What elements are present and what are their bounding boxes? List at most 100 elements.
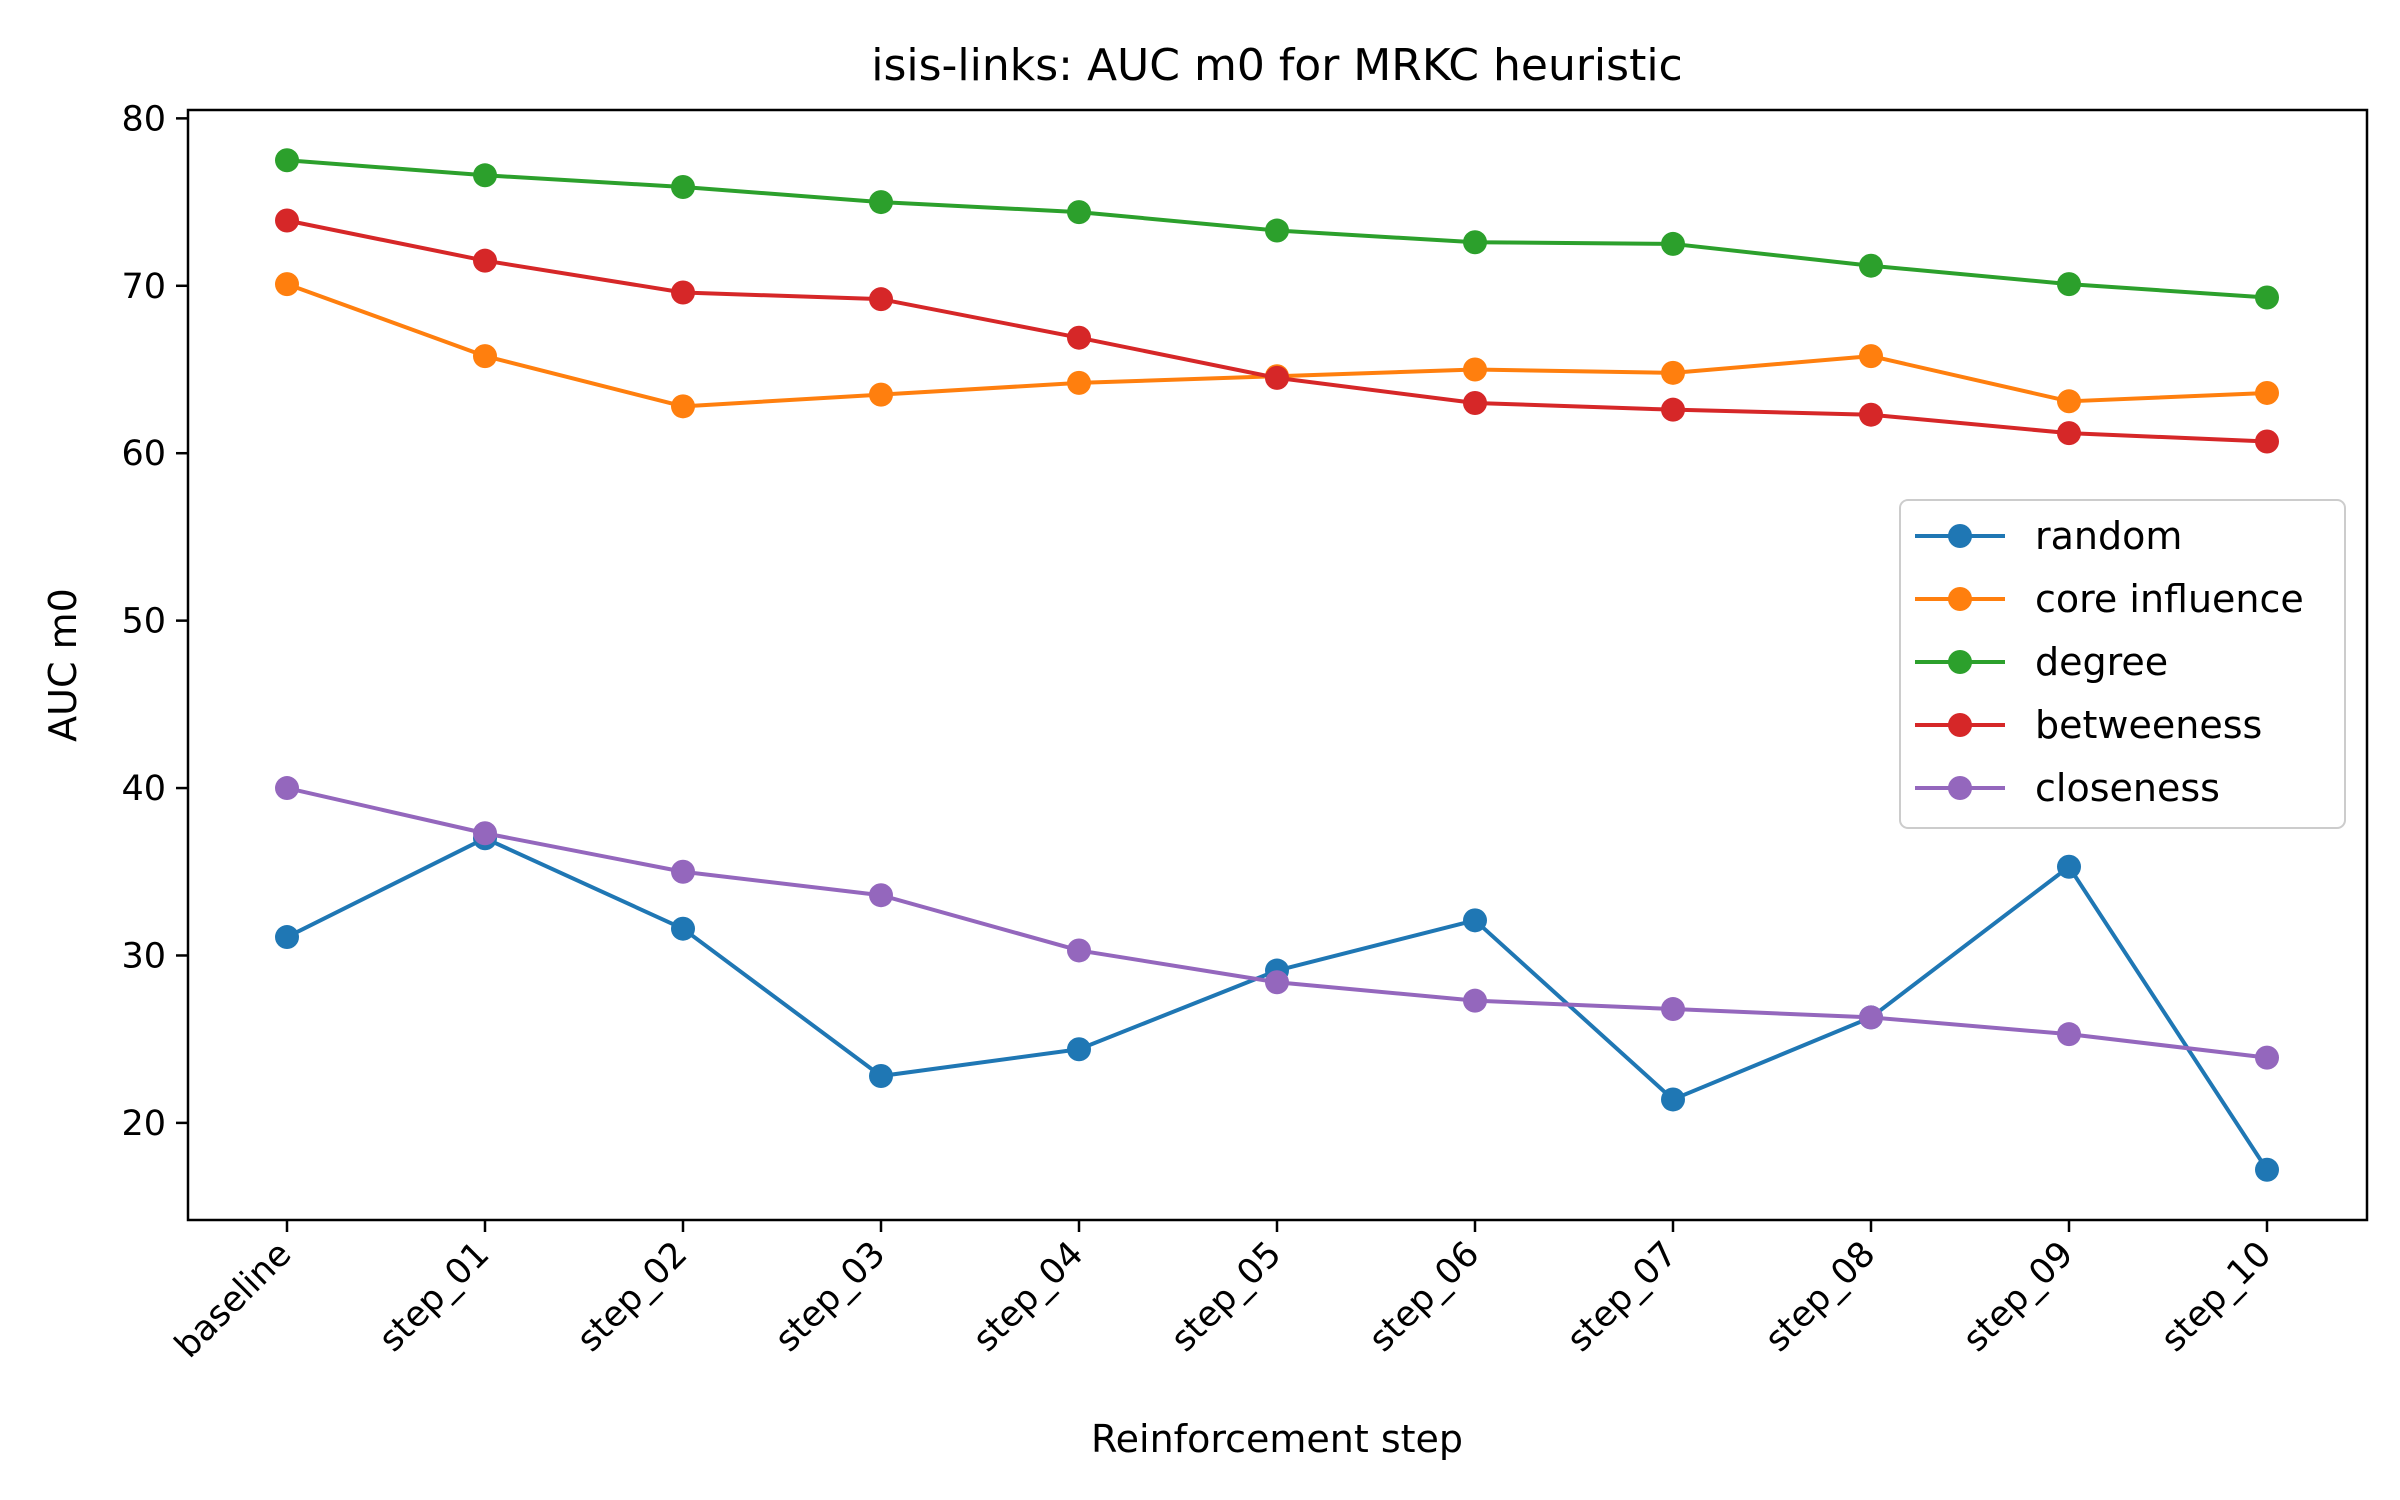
data-point — [2057, 854, 2081, 879]
data-point — [1661, 1087, 1685, 1112]
legend-entry: core influence — [1915, 577, 2304, 621]
legend-entry: degree — [1915, 640, 2168, 684]
data-point — [1067, 200, 1091, 225]
legend-box — [1899, 499, 2346, 829]
data-point — [1859, 402, 1883, 427]
data-point — [1265, 218, 1289, 243]
data-point — [869, 382, 893, 407]
y-tick-label: 80 — [121, 99, 166, 139]
data-point — [2255, 380, 2279, 405]
y-tick-label: 20 — [121, 1104, 166, 1144]
legend-marker — [1948, 650, 1972, 674]
chart-title: isis-links: AUC m0 for MRKC heuristic — [871, 40, 1683, 91]
legend-label: degree — [2035, 640, 2168, 684]
data-point — [869, 883, 893, 908]
legend-label: betweeness — [2035, 703, 2262, 747]
data-point — [275, 776, 299, 801]
data-point — [2057, 421, 2081, 446]
y-tick-label: 60 — [121, 434, 166, 474]
data-point — [1859, 1005, 1883, 1030]
series-closeness — [275, 776, 2279, 1070]
x-tick-label: step_08 — [1758, 1234, 1884, 1360]
data-point — [1067, 325, 1091, 350]
data-point — [1661, 231, 1685, 256]
x-tick-label: step_10 — [2154, 1234, 2280, 1360]
y-axis-label: AUC m0 — [41, 588, 85, 742]
data-point — [1265, 970, 1289, 995]
data-point — [1067, 938, 1091, 963]
data-point — [1463, 357, 1487, 382]
data-point — [2255, 285, 2279, 310]
y-tick-label: 40 — [121, 769, 166, 809]
x-tick-label: baseline — [167, 1234, 299, 1366]
legend-marker — [1948, 776, 1972, 800]
data-point — [275, 925, 299, 950]
x-axis-label: Reinforcement step — [1091, 1417, 1463, 1461]
legend-entry: betweeness — [1915, 703, 2262, 747]
series-line — [286, 836, 2269, 1171]
y-tick-label: 30 — [121, 936, 166, 976]
data-point — [1661, 397, 1685, 422]
data-point — [1661, 360, 1685, 385]
data-point — [671, 175, 695, 200]
legend-items: random core influence degree betweeness clos… — [1915, 514, 2304, 810]
series-core-influence — [275, 272, 2279, 419]
data-point — [1661, 997, 1685, 1022]
data-point — [1463, 908, 1487, 933]
data-point — [473, 163, 497, 188]
y-tick-label: 70 — [121, 267, 166, 307]
data-point — [2255, 1157, 2279, 1182]
x-tick-label: step_09 — [1956, 1234, 2082, 1360]
x-tick-label: step_06 — [1362, 1234, 1488, 1360]
x-tick-label: step_04 — [966, 1234, 1092, 1360]
data-point — [1463, 390, 1487, 415]
data-point — [671, 859, 695, 884]
series-betweeness — [275, 208, 2279, 454]
data-point — [1067, 1037, 1091, 1062]
y-axis: 20 30 40 50 60 70 80 — [121, 99, 188, 1144]
data-point — [1067, 370, 1091, 395]
data-point — [473, 821, 497, 846]
x-tick-label: step_02 — [570, 1234, 696, 1360]
data-point — [1859, 344, 1883, 369]
data-point — [1265, 365, 1289, 390]
legend: random core influence degree betweeness clos… — [1899, 499, 2346, 829]
series-line — [286, 218, 2268, 444]
data-point — [869, 190, 893, 215]
data-point — [2255, 429, 2279, 454]
x-tick-label: step_01 — [372, 1234, 498, 1360]
series-random — [275, 826, 2279, 1182]
x-tick-label: step_05 — [1164, 1234, 1290, 1360]
x-axis: baseline step_01 step_02 step_03 step_04 step… — [167, 1220, 2279, 1366]
legend-label: random — [2035, 514, 2182, 558]
series-degree — [275, 148, 2279, 310]
data-point — [2057, 389, 2081, 414]
legend-entry: closeness — [1915, 766, 2220, 810]
data-point — [2255, 1045, 2279, 1070]
data-point — [869, 1064, 893, 1089]
legend-label: core influence — [2035, 577, 2304, 621]
data-point — [1859, 253, 1883, 278]
data-point — [671, 394, 695, 419]
legend-label: closeness — [2035, 766, 2220, 810]
x-tick-label: step_07 — [1560, 1234, 1686, 1360]
legend-marker — [1948, 713, 1972, 737]
series-layer — [275, 148, 2279, 1182]
data-point — [869, 287, 893, 312]
legend-entry: random — [1915, 514, 2182, 558]
data-point — [1463, 988, 1487, 1013]
data-point — [473, 248, 497, 273]
data-point — [275, 272, 299, 297]
data-point — [473, 344, 497, 369]
x-tick-label: step_03 — [768, 1234, 894, 1360]
legend-marker — [1948, 587, 1972, 611]
data-point — [671, 916, 695, 941]
legend-marker — [1948, 524, 1972, 548]
data-point — [2057, 1022, 2081, 1047]
y-tick-label: 50 — [121, 602, 166, 642]
data-point — [671, 280, 695, 305]
data-point — [275, 148, 299, 173]
data-point — [2057, 272, 2081, 297]
data-point — [275, 208, 299, 233]
